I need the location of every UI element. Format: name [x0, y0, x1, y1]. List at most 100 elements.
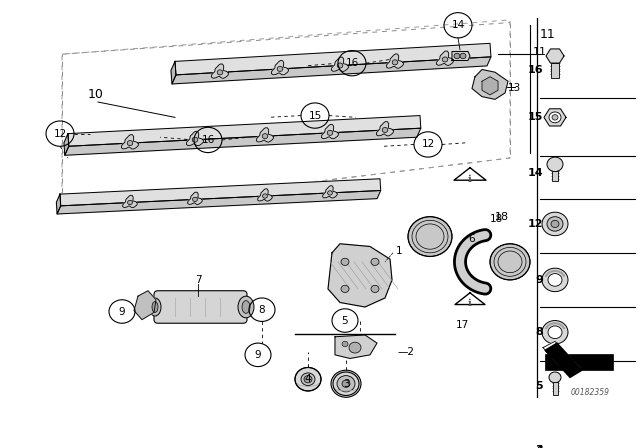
Ellipse shape — [238, 296, 254, 318]
Circle shape — [552, 115, 558, 120]
Text: 12: 12 — [527, 219, 543, 229]
Circle shape — [382, 128, 388, 133]
Ellipse shape — [542, 437, 568, 448]
Circle shape — [327, 130, 333, 135]
Text: 00182359: 00182359 — [570, 388, 609, 397]
Circle shape — [408, 217, 452, 256]
Text: 14: 14 — [527, 168, 543, 178]
Text: 14: 14 — [451, 20, 465, 30]
Polygon shape — [171, 61, 176, 84]
Polygon shape — [328, 244, 392, 307]
Circle shape — [337, 375, 355, 392]
Text: 3: 3 — [536, 445, 543, 448]
Circle shape — [341, 285, 349, 293]
Circle shape — [127, 200, 132, 205]
Circle shape — [295, 367, 321, 391]
Polygon shape — [123, 195, 138, 207]
Circle shape — [542, 320, 568, 344]
Text: 5: 5 — [342, 315, 348, 326]
Circle shape — [548, 326, 562, 339]
Polygon shape — [175, 43, 491, 75]
Circle shape — [548, 274, 562, 286]
Polygon shape — [65, 128, 420, 155]
Circle shape — [490, 244, 530, 280]
Text: 12: 12 — [421, 139, 435, 150]
Polygon shape — [436, 51, 454, 65]
Polygon shape — [323, 185, 337, 198]
Text: 16: 16 — [346, 58, 358, 68]
Text: ℹ: ℹ — [468, 174, 472, 184]
Circle shape — [193, 197, 197, 202]
Circle shape — [392, 60, 398, 65]
Circle shape — [342, 341, 348, 347]
Circle shape — [542, 212, 568, 236]
Circle shape — [551, 220, 559, 228]
Circle shape — [331, 370, 361, 397]
Text: 11: 11 — [540, 28, 556, 41]
Text: 16: 16 — [202, 135, 214, 145]
Ellipse shape — [149, 298, 161, 316]
Text: 11: 11 — [533, 47, 547, 57]
Ellipse shape — [242, 301, 250, 313]
Circle shape — [192, 137, 198, 142]
Text: 17: 17 — [456, 320, 468, 330]
Polygon shape — [134, 291, 156, 319]
Text: 4: 4 — [305, 374, 311, 384]
Circle shape — [304, 375, 312, 383]
Bar — [552, 382, 557, 395]
Text: 15: 15 — [308, 111, 322, 121]
Polygon shape — [56, 194, 61, 214]
Circle shape — [262, 194, 268, 198]
Bar — [551, 63, 559, 78]
Polygon shape — [271, 60, 289, 75]
Polygon shape — [545, 343, 582, 377]
Bar — [552, 171, 558, 181]
Circle shape — [549, 372, 561, 383]
Circle shape — [442, 57, 448, 62]
Polygon shape — [64, 134, 68, 155]
Circle shape — [301, 373, 315, 386]
Circle shape — [542, 268, 568, 292]
Circle shape — [547, 157, 563, 172]
Polygon shape — [455, 293, 485, 305]
Text: 3: 3 — [342, 379, 349, 389]
Text: 12: 12 — [53, 129, 67, 138]
Polygon shape — [542, 443, 568, 448]
Text: 5: 5 — [536, 381, 543, 392]
Text: 9: 9 — [118, 306, 125, 316]
Circle shape — [547, 217, 563, 231]
Text: —2: —2 — [398, 347, 415, 357]
Circle shape — [328, 191, 332, 195]
Text: 15: 15 — [527, 112, 543, 122]
Polygon shape — [376, 121, 394, 136]
Text: 13: 13 — [508, 83, 521, 94]
Bar — [545, 354, 613, 370]
Polygon shape — [452, 52, 470, 60]
Circle shape — [549, 112, 561, 123]
Circle shape — [371, 258, 379, 266]
Polygon shape — [544, 109, 566, 126]
Circle shape — [454, 53, 460, 59]
Text: 1: 1 — [396, 246, 403, 256]
Circle shape — [341, 258, 349, 266]
Polygon shape — [454, 168, 486, 180]
Text: ℹ: ℹ — [468, 298, 472, 308]
Text: 9: 9 — [535, 275, 543, 285]
Circle shape — [217, 70, 223, 75]
Polygon shape — [472, 69, 508, 99]
Polygon shape — [211, 64, 228, 78]
Polygon shape — [543, 341, 580, 375]
Polygon shape — [332, 57, 349, 71]
Text: 6: 6 — [468, 234, 475, 244]
Text: 10: 10 — [88, 88, 104, 101]
Polygon shape — [258, 189, 273, 201]
Circle shape — [262, 134, 268, 139]
Text: 16: 16 — [527, 65, 543, 75]
Text: 18: 18 — [490, 215, 503, 224]
Polygon shape — [186, 131, 204, 146]
Polygon shape — [188, 192, 202, 204]
Circle shape — [342, 380, 350, 388]
Polygon shape — [546, 49, 564, 63]
Polygon shape — [482, 77, 498, 95]
Polygon shape — [387, 54, 404, 68]
